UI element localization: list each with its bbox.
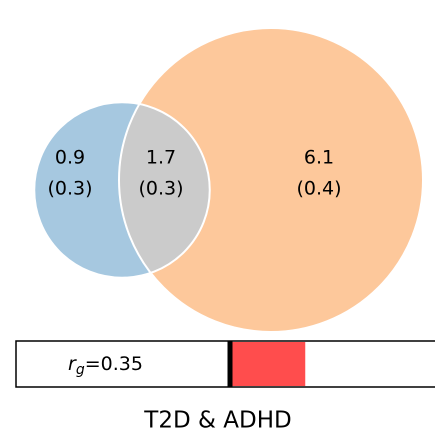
right-outline: [118, 27, 424, 333]
region-value: 0.9: [55, 147, 85, 169]
venn: 0.9 (0.3) 1.7 (0.3) 6.1 (0.4): [33, 27, 424, 333]
chart-title: T2D & ADHD: [143, 408, 291, 434]
rg-symbol: r: [68, 353, 77, 375]
right-circle: [119, 28, 423, 332]
rg-box: [15, 340, 435, 388]
left-outline: [33, 101, 211, 279]
region-se: (0.4): [296, 178, 341, 200]
rg-bar: rg=0.35: [15, 340, 435, 388]
rg-text: =0.35: [85, 353, 143, 375]
rg-label: rg=0.35: [68, 353, 143, 379]
rg-value-bar: [230, 342, 306, 386]
rg-subscript: g: [76, 362, 85, 378]
region-se: (0.3): [47, 178, 92, 200]
region-value: 1.7: [146, 147, 176, 169]
region-se: (0.3): [138, 178, 183, 200]
region-value: 6.1: [304, 147, 334, 169]
